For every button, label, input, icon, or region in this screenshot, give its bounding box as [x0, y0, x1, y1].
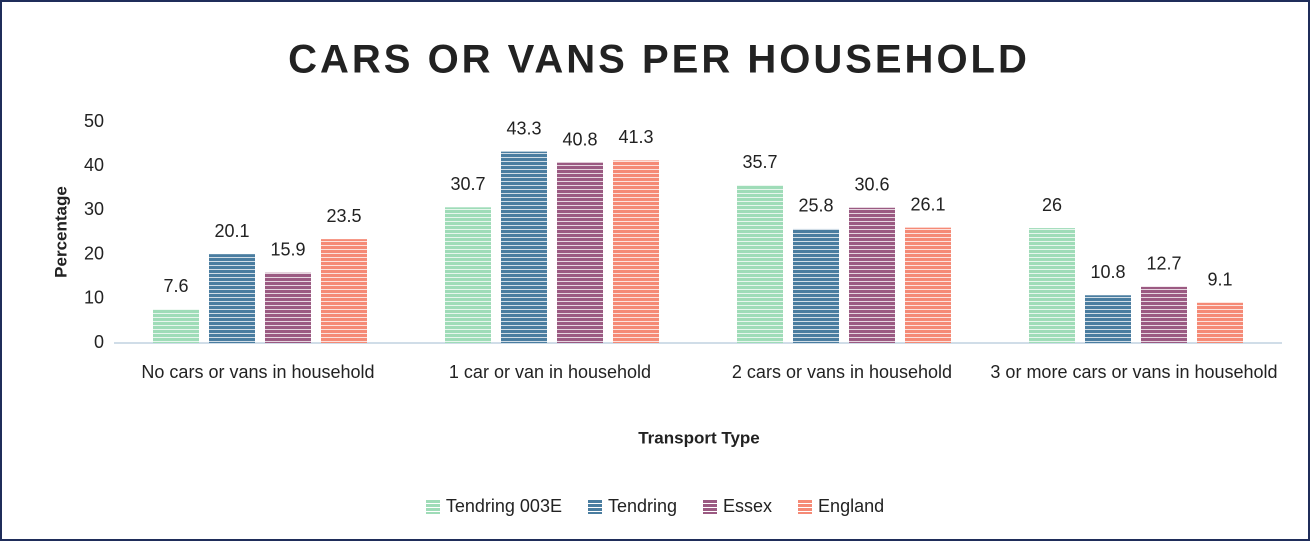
bar	[209, 254, 255, 343]
legend-label: England	[818, 496, 885, 516]
legend-swatch	[703, 499, 718, 514]
bar	[153, 309, 199, 343]
bar	[1141, 286, 1187, 343]
y-tick-label: 0	[94, 332, 104, 352]
bar	[1197, 302, 1243, 343]
data-label: 12.7	[1146, 254, 1181, 274]
data-label: 41.3	[618, 127, 653, 147]
data-label: 20.1	[214, 221, 249, 241]
data-label: 30.7	[450, 174, 485, 194]
x-tick-label: 3 or more cars or vans in household	[990, 362, 1278, 382]
bar	[321, 239, 367, 343]
bar	[501, 151, 547, 343]
legend-label: Tendring 003E	[445, 496, 562, 516]
bar	[849, 207, 895, 343]
legend: Tendring 003E Tendring Essex England	[2, 496, 1308, 517]
x-tick-label: 2 cars or vans in household	[731, 362, 953, 382]
bar	[737, 185, 783, 343]
bar	[1029, 228, 1075, 343]
legend-swatch	[425, 499, 440, 514]
bar	[265, 272, 311, 343]
data-label: 9.1	[1207, 270, 1232, 290]
data-label: 43.3	[506, 118, 541, 138]
data-label: 15.9	[270, 239, 305, 259]
data-label: 35.7	[742, 152, 777, 172]
legend-item: England	[798, 496, 884, 517]
legend-item: Tendring	[587, 496, 678, 517]
y-tick-label: 30	[84, 199, 104, 219]
bar	[557, 162, 603, 343]
data-label: 7.6	[163, 276, 188, 296]
bar	[1085, 295, 1131, 343]
x-tick-label: No cars or vans in household	[141, 362, 375, 382]
data-label: 10.8	[1090, 262, 1125, 282]
data-label: 26	[1042, 195, 1062, 215]
legend-label: Essex	[723, 496, 773, 516]
y-tick-label: 50	[84, 111, 104, 131]
y-tick-label: 40	[84, 155, 104, 175]
legend-item: Tendring 003E	[425, 496, 562, 517]
bar	[793, 228, 839, 343]
x-tick-label: 1 car or van in household	[448, 362, 652, 382]
data-label: 26.1	[910, 194, 945, 214]
legend-item: Essex	[703, 496, 772, 517]
legend-label: Tendring	[607, 496, 678, 516]
chart-title: CARS OR VANS PER HOUSEHOLD	[288, 38, 1030, 82]
y-tick-label: 10	[84, 288, 104, 308]
bar	[613, 160, 659, 343]
data-label: 40.8	[562, 129, 597, 149]
data-label: 25.8	[798, 196, 833, 216]
y-tick-label: 20	[84, 243, 104, 263]
data-label: 30.6	[854, 174, 889, 194]
bar	[445, 207, 491, 343]
x-axis-label: Transport Type	[638, 428, 760, 447]
legend-swatch	[587, 499, 602, 514]
y-axis-label: Percentage	[51, 186, 70, 278]
data-label: 23.5	[326, 206, 361, 226]
bar	[905, 227, 951, 343]
legend-swatch	[798, 499, 813, 514]
